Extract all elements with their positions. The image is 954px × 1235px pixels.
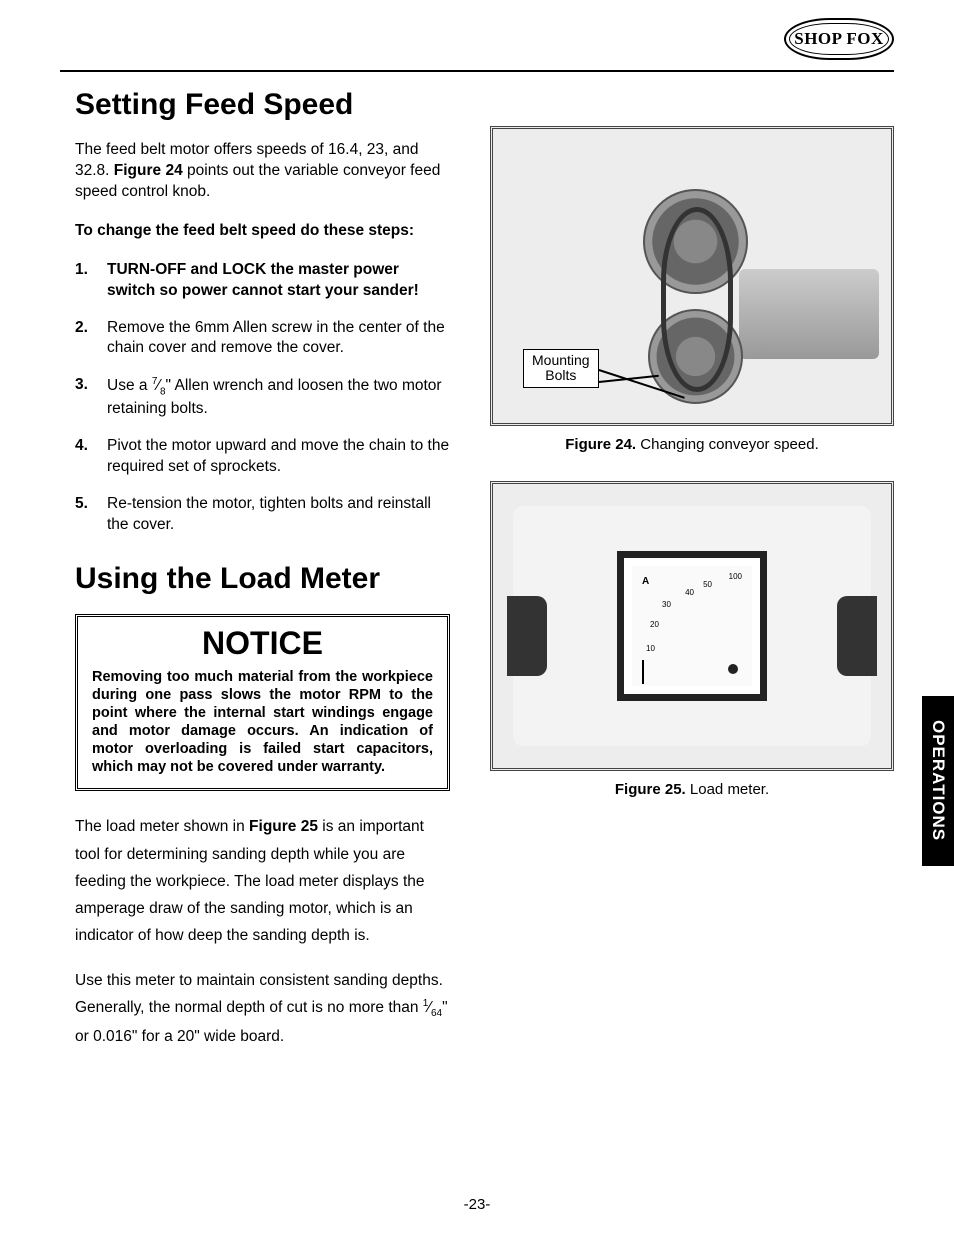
meter-bezel: A 100 50 40 30 20 10 [617,551,767,701]
p1-a: The load meter shown in [75,818,249,835]
page-number: -23- [0,1196,954,1213]
notice-title: NOTICE [92,625,433,662]
header-rule [60,70,894,72]
intro-paragraph: The feed belt motor offers speeds of 16.… [75,140,450,203]
step-4: Pivot the motor upward and move the chai… [75,436,450,478]
p2-a: Use this meter to maintain consistent sa… [75,972,443,1016]
left-knob-illustration [507,596,547,676]
step-4-text: Pivot the motor upward and move the chai… [107,437,449,475]
load-meter-p2: Use this meter to maintain consistent sa… [75,967,450,1050]
scale-20: 20 [650,620,659,629]
page-content: Setting Feed Speed The feed belt motor o… [75,88,894,1175]
meter-unit: A [642,576,649,587]
brand-text: SHOP FOX [794,29,883,49]
steps-list: TURN-OFF and LOCK the master power switc… [75,260,450,536]
scale-40: 40 [685,588,694,597]
p2-frac-n: 1 [423,998,429,1009]
callout-text: Mounting Bolts [532,352,590,383]
left-column: Setting Feed Speed The feed belt motor o… [75,88,450,1175]
step-2-text: Remove the 6mm Allen screw in the center… [107,319,445,357]
pointer-2 [599,375,659,383]
scale-100: 100 [729,572,742,581]
figure-25-caption: Figure 25. Load meter. [490,781,894,798]
fig25-cap-rest: Load meter. [686,781,769,798]
figure-25: A 100 50 40 30 20 10 [490,481,894,771]
chain-illustration [661,207,733,392]
notice-box: NOTICE Removing too much material from t… [75,614,450,792]
scale-50: 50 [703,580,712,589]
p1-c: is an important tool for determining san… [75,818,425,944]
figure-24: Mounting Bolts [490,126,894,426]
meter-needle [642,660,644,684]
notice-body: Removing too much material from the work… [92,668,433,777]
motor-illustration [739,269,879,359]
step-2: Remove the 6mm Allen screw in the center… [75,318,450,360]
step-1: TURN-OFF and LOCK the master power switc… [75,260,450,302]
step-3-frac-n: 7 [152,376,158,387]
step-1-text: TURN-OFF and LOCK the master power switc… [107,261,419,299]
brand-logo: SHOP FOX [784,18,894,60]
meter-face: A 100 50 40 30 20 10 [632,566,752,686]
step-3-post: " Allen wrench and loosen the two motor … [107,378,442,418]
step-3-pre: Use a [107,378,152,395]
heading-load-meter: Using the Load Meter [75,562,450,596]
fig24-cap-bold: Figure 24. [565,436,636,453]
fig25-cap-bold: Figure 25. [615,781,686,798]
fig24-cap-rest: Changing conveyor speed. [636,436,819,453]
p2-frac-d: 64 [431,1008,442,1019]
section-tab: OPERATIONS [922,696,954,866]
steps-lead-in: To change the feed belt speed do these s… [75,221,450,242]
step-5: Re-tension the motor, tighten bolts and … [75,494,450,536]
p1-figref: Figure 25 [249,818,318,835]
callout-mounting-bolts: Mounting Bolts [523,349,599,388]
intro-figref: Figure 24 [114,162,183,179]
right-knob-illustration [837,596,877,676]
right-column: Mounting Bolts Figure 24. Changing conve… [490,88,894,1175]
scale-10: 10 [646,644,655,653]
step-5-text: Re-tension the motor, tighten bolts and … [107,495,431,533]
heading-feed-speed: Setting Feed Speed [75,88,450,122]
load-meter-p1: The load meter shown in Figure 25 is an … [75,813,450,949]
meter-panel: A 100 50 40 30 20 10 [513,506,871,746]
step-3: Use a 7⁄8" Allen wrench and loosen the t… [75,375,450,420]
meter-screw [728,664,738,674]
figure-24-caption: Figure 24. Changing conveyor speed. [490,436,894,453]
scale-30: 30 [662,600,671,609]
